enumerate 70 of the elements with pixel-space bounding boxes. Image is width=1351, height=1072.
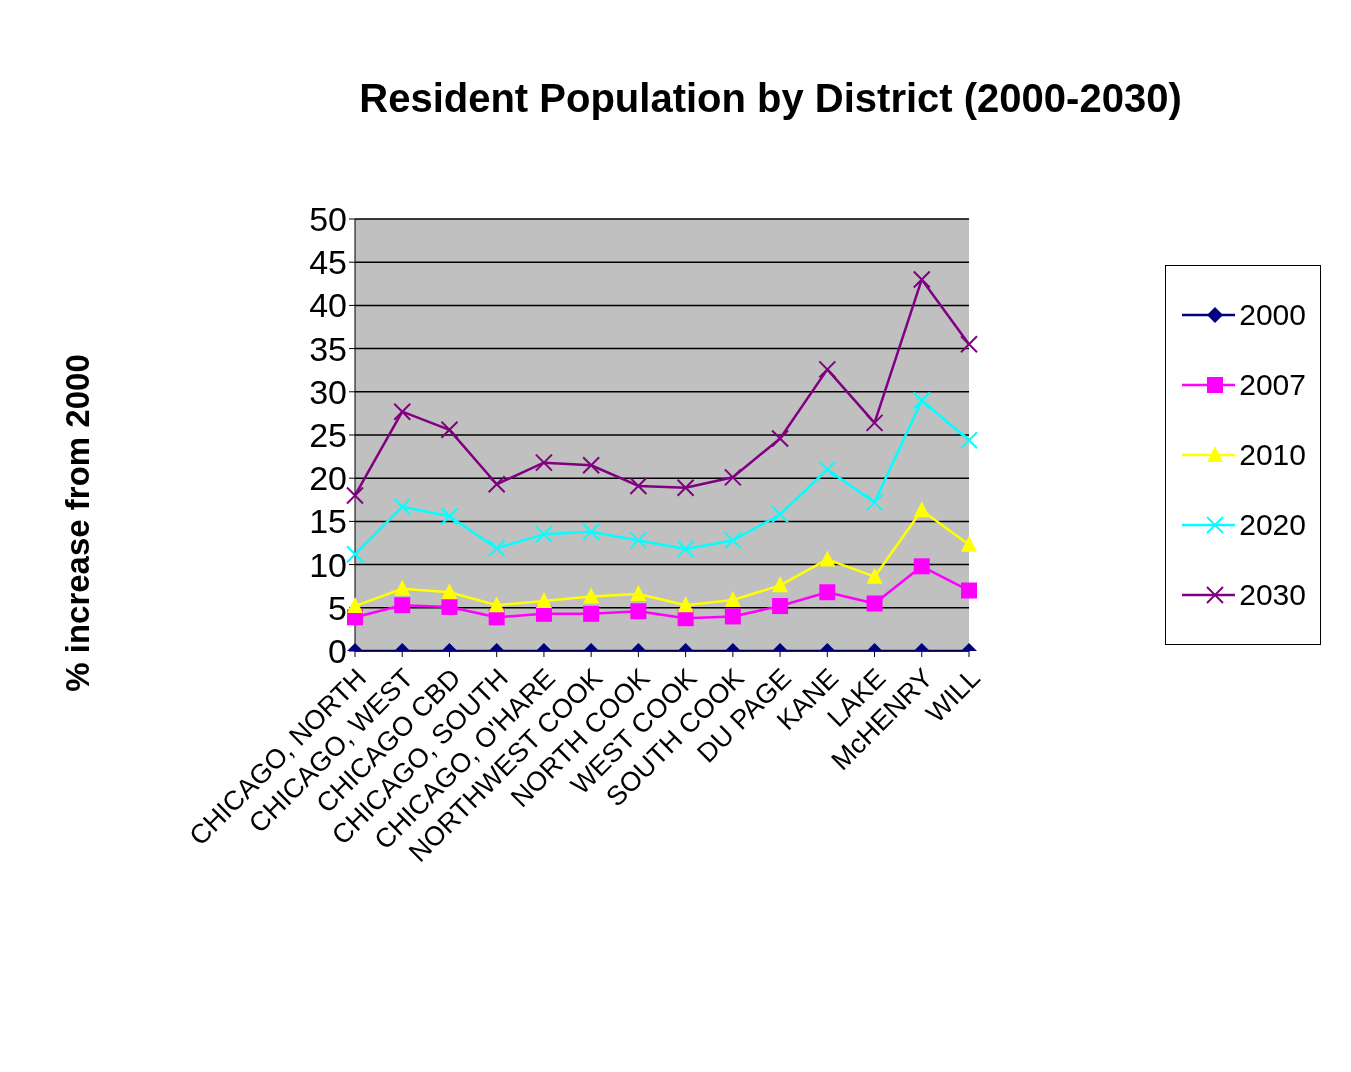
- point: [676, 478, 695, 497]
- point: [772, 598, 789, 615]
- y-tick-label: 50: [309, 200, 347, 239]
- point: [819, 584, 836, 601]
- legend-label: 2030: [1239, 578, 1306, 612]
- point: [394, 597, 411, 614]
- y-tick-label: 40: [309, 286, 347, 325]
- point: [534, 525, 553, 544]
- point: [440, 420, 459, 439]
- legend-label: 2020: [1239, 508, 1306, 542]
- point: [676, 540, 695, 559]
- point: [865, 413, 884, 432]
- legend-label: 2010: [1239, 438, 1306, 472]
- point: [960, 431, 978, 450]
- point: [723, 531, 742, 550]
- legend-label: 2007: [1239, 368, 1306, 402]
- point: [723, 468, 742, 487]
- point: [582, 456, 601, 475]
- point: [582, 522, 601, 541]
- point: [724, 608, 741, 625]
- point: [487, 475, 506, 494]
- y-tick-label: 10: [309, 545, 347, 584]
- point: [912, 391, 931, 410]
- y-tick-label: 45: [309, 243, 347, 282]
- y-tick-label: 35: [309, 329, 347, 368]
- point: [535, 591, 552, 608]
- point: [393, 402, 412, 421]
- point: [487, 539, 506, 558]
- y-tick-label: 0: [328, 632, 347, 671]
- point: [866, 595, 883, 612]
- point: [346, 545, 364, 564]
- legend-label: 2000: [1239, 298, 1306, 332]
- point: [441, 598, 458, 615]
- point: [441, 583, 458, 600]
- point: [913, 558, 930, 575]
- point: [960, 335, 978, 354]
- y-tick-label: 30: [309, 372, 347, 411]
- y-tick-label: 20: [309, 459, 347, 498]
- point: [629, 531, 648, 550]
- point: [818, 460, 837, 479]
- y-tick-label: 25: [309, 416, 347, 455]
- y-tick-label: 5: [328, 588, 347, 627]
- point: [961, 535, 977, 552]
- point: [771, 429, 790, 448]
- point: [346, 486, 364, 505]
- point: [865, 493, 884, 512]
- point: [347, 597, 363, 614]
- point: [912, 270, 931, 289]
- y-axis-title: % increase from 2000: [59, 354, 97, 692]
- point: [394, 579, 411, 596]
- point: [866, 567, 883, 584]
- point: [630, 603, 647, 620]
- point: [913, 501, 930, 518]
- point: [771, 505, 790, 524]
- chart-title: Resident Population by District (2000-2030): [358, 76, 1183, 121]
- point: [629, 476, 648, 495]
- point: [630, 584, 647, 601]
- point: [583, 587, 600, 604]
- point: [818, 360, 837, 379]
- point: [440, 507, 459, 526]
- point: [677, 596, 694, 613]
- point: [819, 550, 836, 567]
- point: [724, 591, 741, 608]
- point: [393, 497, 412, 516]
- point: [488, 596, 505, 613]
- point: [772, 576, 789, 593]
- point: [583, 605, 600, 622]
- point: [534, 453, 553, 472]
- point: [961, 582, 977, 599]
- y-tick-label: 15: [309, 502, 347, 541]
